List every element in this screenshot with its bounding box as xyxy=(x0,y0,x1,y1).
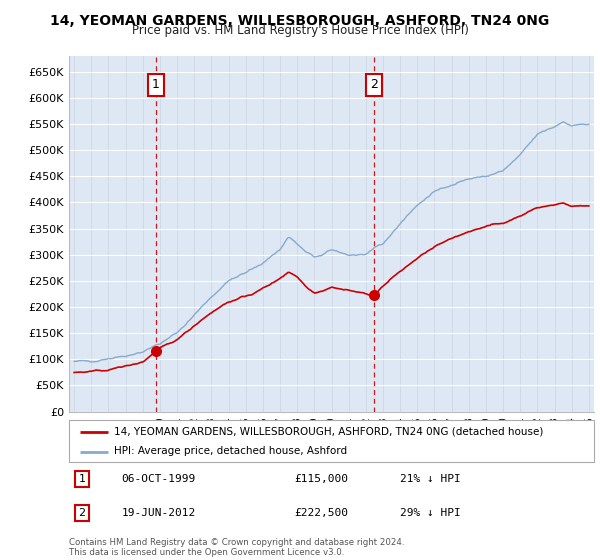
Text: £222,500: £222,500 xyxy=(295,508,349,518)
FancyBboxPatch shape xyxy=(69,420,594,462)
Text: 14, YEOMAN GARDENS, WILLESBOROUGH, ASHFORD, TN24 0NG: 14, YEOMAN GARDENS, WILLESBOROUGH, ASHFO… xyxy=(50,14,550,28)
Text: 19-JUN-2012: 19-JUN-2012 xyxy=(121,508,196,518)
Text: 06-OCT-1999: 06-OCT-1999 xyxy=(121,474,196,484)
Text: Contains HM Land Registry data © Crown copyright and database right 2024.
This d: Contains HM Land Registry data © Crown c… xyxy=(69,538,404,557)
Text: Price paid vs. HM Land Registry's House Price Index (HPI): Price paid vs. HM Land Registry's House … xyxy=(131,24,469,37)
Text: 1: 1 xyxy=(152,78,160,91)
Text: 14, YEOMAN GARDENS, WILLESBOROUGH, ASHFORD, TN24 0NG (detached house): 14, YEOMAN GARDENS, WILLESBOROUGH, ASHFO… xyxy=(113,427,543,437)
Text: HPI: Average price, detached house, Ashford: HPI: Average price, detached house, Ashf… xyxy=(113,446,347,456)
Text: 21% ↓ HPI: 21% ↓ HPI xyxy=(400,474,461,484)
Text: 2: 2 xyxy=(370,78,378,91)
Text: 29% ↓ HPI: 29% ↓ HPI xyxy=(400,508,461,518)
Text: 1: 1 xyxy=(79,474,86,484)
Text: 2: 2 xyxy=(79,508,86,518)
Text: £115,000: £115,000 xyxy=(295,474,349,484)
